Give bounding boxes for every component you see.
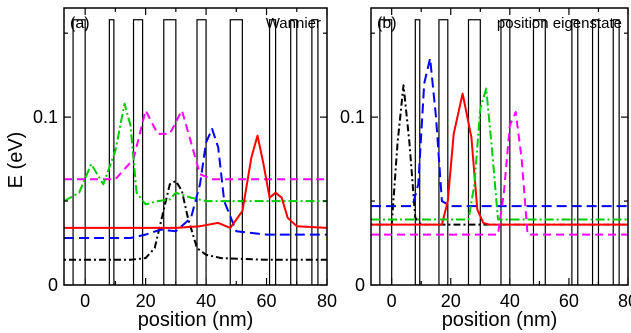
series-line-5 [371,111,628,236]
y-tick-label: 0.1 [33,107,58,127]
potential-barrier [612,19,620,285]
potential-barrier [108,19,115,285]
x-tick-label: 20 [441,291,461,311]
potential-barrier [72,19,86,285]
y-tick-label: 0 [355,275,365,295]
series-line-4 [64,102,327,206]
potential-barrier [290,19,298,285]
potential-barrier [500,19,511,285]
x-axis-label: position (nm) [442,309,558,331]
panel-label: (b) [377,15,397,32]
potential-barrier [229,19,243,285]
x-tick-label: 0 [80,291,90,311]
x-tick-label: 20 [136,291,156,311]
panel-label: (a) [70,15,90,32]
potential-barrier [379,19,393,285]
x-tick-label: 80 [317,291,337,311]
series-line-5 [64,134,327,229]
axes-frame [370,7,629,286]
x-tick-label: 80 [618,291,631,311]
x-tick-label: 0 [387,291,397,311]
x-tick-label: 60 [559,291,579,311]
axes-frame [63,7,328,286]
series-line-1 [371,84,628,226]
y-tick-label: 0.1 [340,107,365,127]
potential-barrier [311,19,319,285]
potential-barrier [163,19,177,285]
series-line-3 [64,109,327,181]
series-line-2 [371,57,628,208]
potential-barrier [467,19,481,285]
potential-barrier [591,19,600,285]
x-tick-label: 60 [257,291,277,311]
panel-b: 0 20 40 60 80 0 0.1 (b) position eigenstate posit… [340,7,631,331]
potential-barrier [268,19,277,285]
series-line-3 [371,92,628,226]
potential-barrier [414,19,421,285]
panel-title: Wannier [266,15,321,32]
plot-area-b [371,19,628,285]
y-axis-label: E (eV) [5,132,27,189]
x-tick-label: 40 [500,291,520,311]
series-line-1 [64,179,327,261]
series-line-4 [371,87,628,221]
potential-barrier [532,19,546,285]
x-axis-label: position (nm) [138,309,254,331]
potential-barrier [438,19,449,285]
panel-a: 0 20 40 60 80 0 0.1 (a) Wannier position (nm) [33,7,337,331]
panel-title: position eigenstate [497,15,622,32]
plot-area-a [64,19,327,285]
x-tick-label: 40 [196,291,216,311]
series-line-2 [64,127,327,239]
y-tick-label: 0 [48,275,58,295]
potential-barrier [571,19,579,285]
